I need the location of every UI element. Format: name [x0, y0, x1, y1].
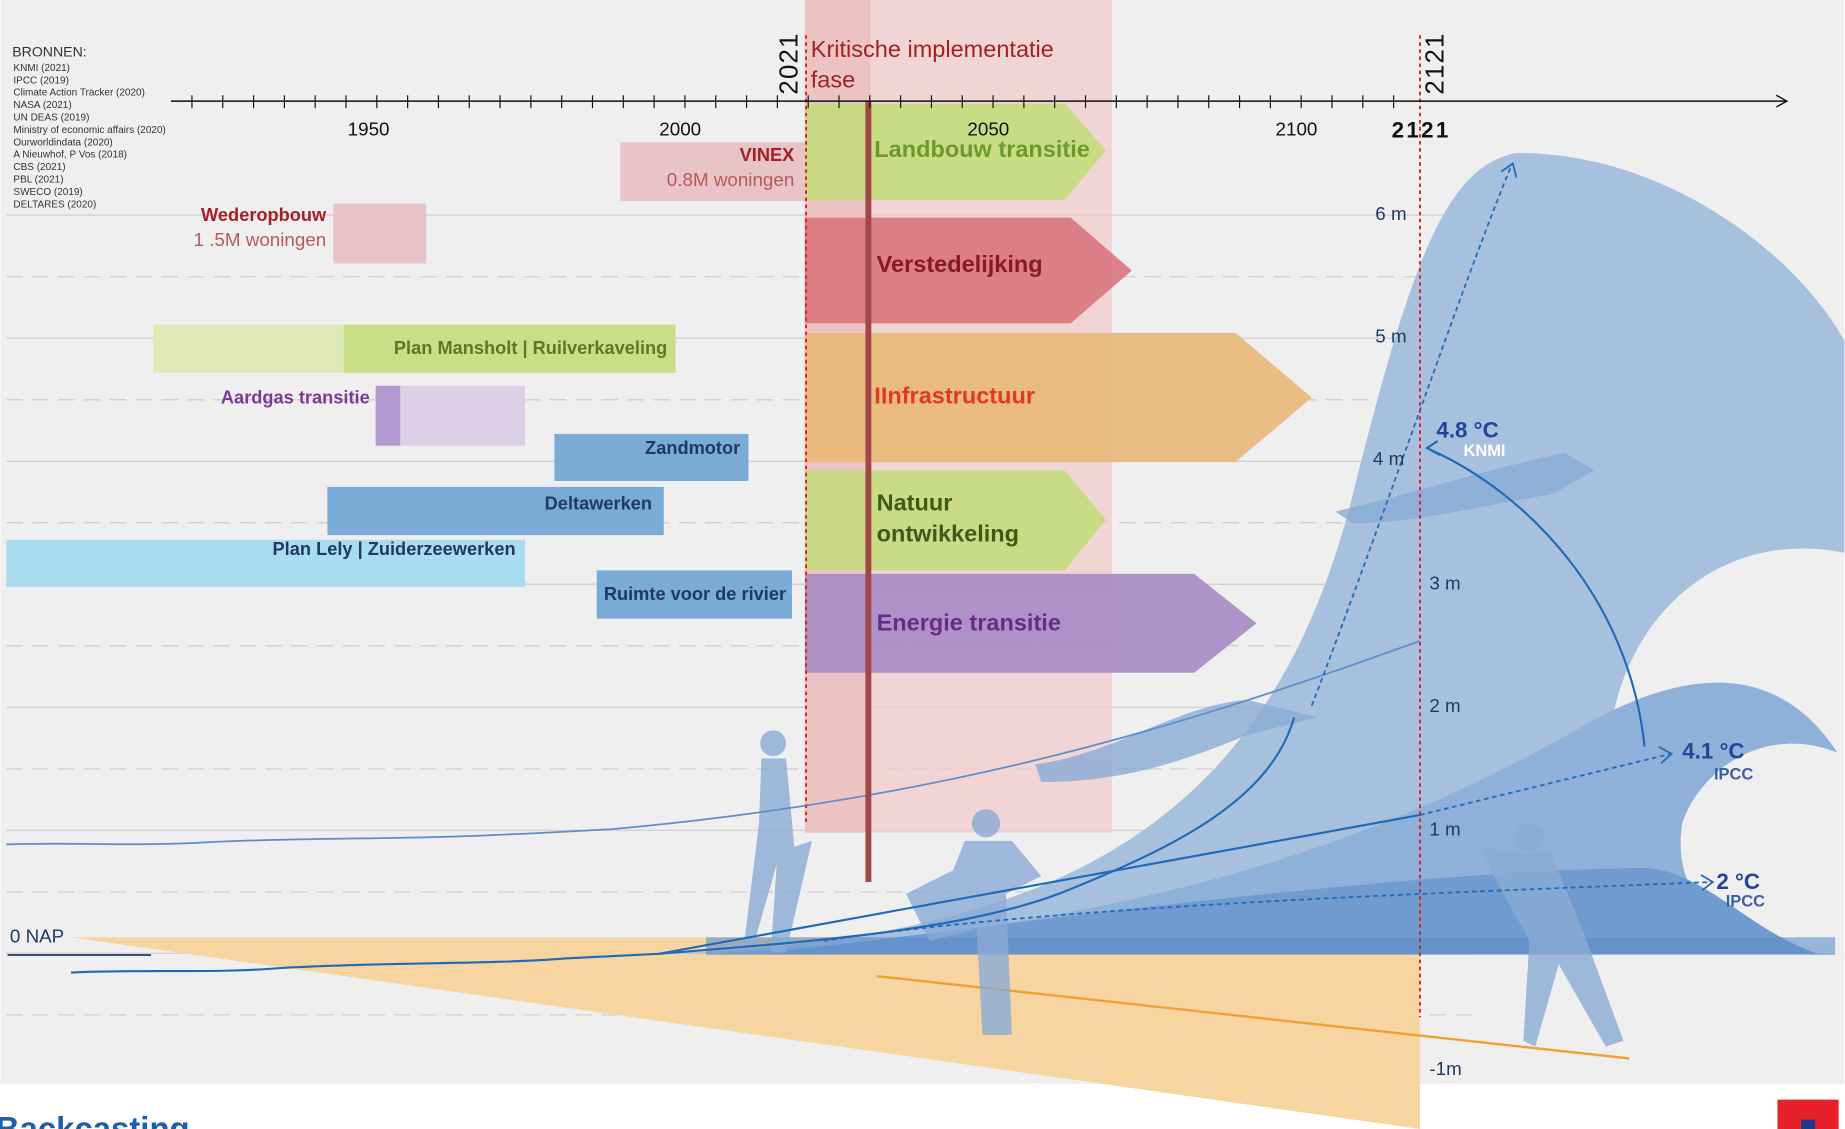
level-label: 2 m	[1429, 695, 1460, 716]
level-label: 1 m	[1429, 818, 1460, 839]
level-label: 6 m	[1375, 203, 1406, 224]
runner-head	[972, 809, 1000, 837]
source-item: Climate Action Tracker (2020)	[13, 88, 145, 99]
source-item: A Nieuwhof, P Vos (2018)	[13, 150, 127, 161]
history-label: Deltawerken	[545, 493, 652, 513]
history-bar	[400, 386, 525, 446]
transition-label: Verstedelijking	[877, 251, 1043, 277]
history-label: Plan Lely | Zuiderzeewerken	[273, 539, 516, 559]
source-item: DELTARES (2020)	[13, 199, 96, 210]
page: { "sources": { "title": "BRONNEN:", "ite…	[0, 0, 1845, 1129]
person-head	[760, 730, 786, 756]
history-bar	[333, 203, 426, 263]
sources-title: BRONNEN:	[12, 44, 86, 60]
history-label: Aardgas transitie	[221, 387, 370, 407]
year-label: 2000	[659, 119, 701, 140]
level-label: 5 m	[1375, 325, 1406, 346]
start-marker: 2021	[776, 32, 804, 94]
level-label: 4 m	[1373, 448, 1404, 469]
history-detail: 1 .5M woningen	[194, 229, 327, 250]
level-label: 3 m	[1429, 572, 1460, 593]
history-detail: 0.8M woningen	[667, 169, 794, 190]
year-label: 1950	[348, 119, 390, 140]
history-bar	[153, 325, 344, 373]
scenario-source: KNMI	[1463, 442, 1505, 460]
level-label: 0 NAP	[10, 925, 64, 946]
history-label: Wederopbouw	[201, 205, 327, 225]
scenario-temperature: 2 °C	[1716, 869, 1760, 894]
source-item: KNMI (2021)	[13, 63, 70, 74]
history-label: Ruimte voor de rivier	[604, 584, 786, 604]
source-item: CBS (2021)	[13, 162, 65, 173]
infographic: BRONNEN: KNMI (2021)IPCC (2019) Climate A…	[0, 0, 1845, 1129]
history-bar	[376, 386, 401, 446]
source-item: SWECO (2019)	[13, 187, 82, 198]
source-item: Ministry of economic affairs (2020)	[13, 125, 165, 136]
end-marker: 2121	[1421, 32, 1449, 94]
source-item: Ourworldindata (2020)	[13, 137, 112, 148]
source-item: PBL (2021)	[13, 175, 63, 186]
level-label: -1m	[1429, 1058, 1461, 1079]
transition-label: Landbouw transitie	[874, 136, 1090, 162]
transition-label: Natuur	[877, 490, 953, 516]
history-label: Zandmotor	[645, 438, 740, 458]
transition-label: ontwikkeling	[877, 520, 1019, 546]
footer-title: Backcasting	[0, 1110, 190, 1129]
phase-label: fase	[811, 66, 855, 92]
sea-band	[706, 937, 1835, 955]
child-head	[1515, 823, 1543, 851]
transition-label: Energie transitie	[877, 610, 1061, 636]
scenario-source: IPCC	[1714, 765, 1753, 783]
scenario-temperature: 4.8 °C	[1436, 418, 1498, 443]
transition-label: IInfrastructuur	[874, 383, 1035, 409]
scenario-temperature: 4.1 °C	[1682, 739, 1744, 764]
history-label: Plan Mansholt | Ruilverkaveling	[394, 338, 667, 358]
source-item: IPCC (2019)	[13, 75, 69, 86]
phase-label: Kritische implementatie	[811, 36, 1054, 62]
source-item: NASA (2021)	[13, 100, 71, 111]
logo-mark	[1801, 1120, 1815, 1129]
scenario-source: IPCC	[1726, 892, 1765, 910]
footer-band	[0, 1084, 1844, 1129]
year-label: 2100	[1276, 119, 1318, 140]
history-label: VINEX	[740, 145, 795, 165]
source-item: UN DEAS (2019)	[13, 112, 89, 123]
year-label: 2121	[1392, 118, 1451, 143]
